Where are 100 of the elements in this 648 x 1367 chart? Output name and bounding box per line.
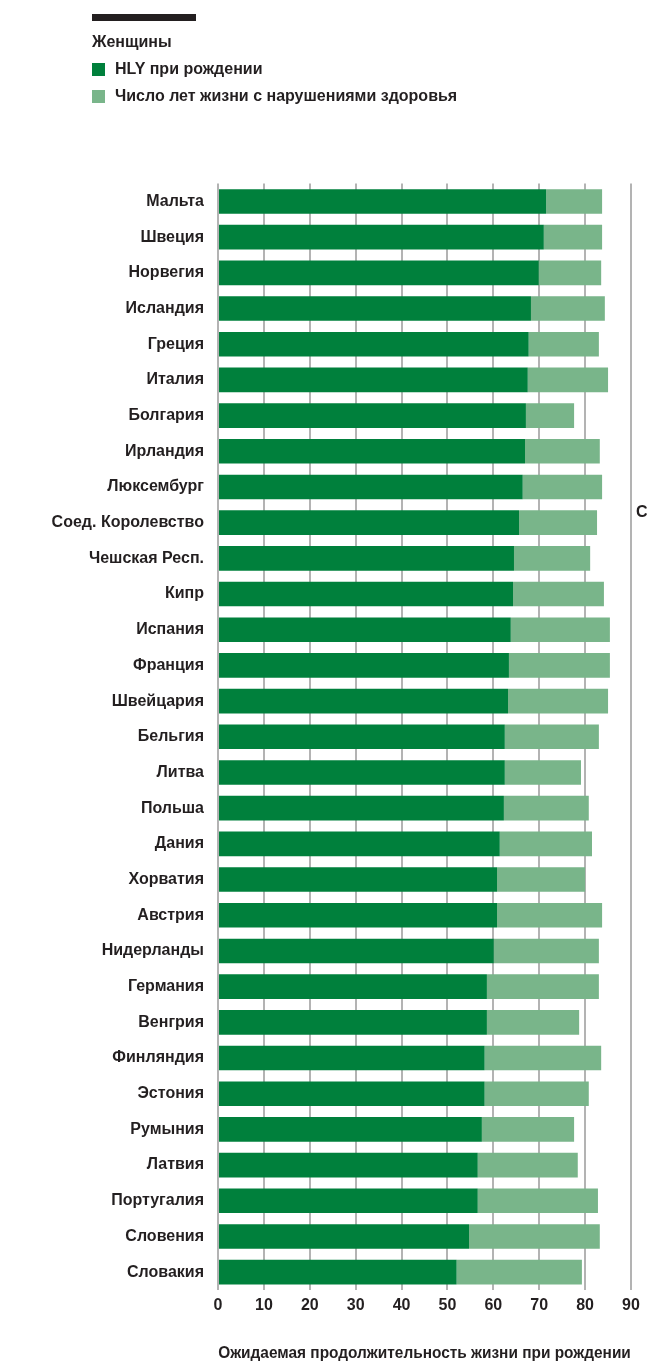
bar [503, 795, 589, 821]
bar [513, 581, 604, 607]
x-tick-label: 10 [254, 1296, 273, 1314]
y-tick-label: Италия [146, 370, 204, 388]
x-tick-label: 60 [484, 1296, 503, 1314]
y-tick-label: Дания [154, 834, 204, 852]
bar [219, 1045, 485, 1071]
bar [477, 1188, 598, 1214]
y-tick-label: Соед. Королевство [51, 513, 205, 531]
bar [497, 867, 586, 892]
y-tick-label: Латвия [146, 1155, 204, 1173]
bar [493, 938, 599, 964]
bar [219, 581, 514, 607]
y-tick-label: Литва [156, 762, 205, 780]
bar [486, 1010, 580, 1035]
y-tick-label: Чешская Респ. [88, 548, 204, 566]
x-tick-label: 30 [346, 1296, 365, 1314]
bar [481, 1117, 575, 1142]
bar [219, 224, 544, 250]
bar [219, 974, 487, 999]
y-tick-label: Венгрия [138, 1012, 204, 1030]
x-tick-label: 50 [438, 1296, 457, 1314]
bar [219, 867, 497, 892]
bar [525, 438, 600, 464]
y-tick-label: Швейцария [111, 691, 204, 709]
bar [219, 510, 520, 535]
bar [486, 974, 599, 999]
bar [508, 688, 609, 714]
bar [525, 403, 575, 428]
y-tick-label: Германия [127, 977, 204, 995]
bar [456, 1259, 582, 1285]
bar [530, 296, 605, 321]
bar [497, 902, 603, 928]
bar [219, 653, 509, 678]
bar [513, 546, 591, 571]
bar [469, 1224, 600, 1249]
bar [219, 760, 505, 785]
bar [219, 724, 505, 750]
bar [219, 1081, 485, 1107]
bar [219, 831, 500, 857]
bar [219, 795, 504, 821]
legend-label: Число лет жизни с нарушениями здоровья [115, 87, 458, 105]
bar [508, 653, 610, 678]
y-tick-label: Кипр [164, 584, 205, 602]
bar [499, 831, 592, 857]
bar [219, 617, 511, 643]
y-tick-label: Исландия [125, 298, 204, 316]
y-tick-label: Польша [140, 798, 205, 816]
y-tick-label: Финляндия [112, 1048, 204, 1066]
bar [522, 474, 603, 500]
bar [477, 1152, 578, 1178]
bar [527, 367, 609, 393]
bar [484, 1045, 602, 1071]
bar [546, 189, 603, 214]
bar [219, 331, 529, 357]
y-tick-label: Испания [136, 620, 204, 638]
bar [219, 688, 509, 714]
x-axis-title: Ожидаемая продолжительность жизни при рождении [218, 1343, 631, 1361]
y-tick-label: Хорватия [128, 869, 204, 887]
bar [484, 1081, 589, 1107]
bar [219, 189, 547, 214]
x-tick-label: 40 [392, 1296, 411, 1314]
bar [219, 1117, 482, 1142]
bar [219, 296, 531, 321]
y-tick-label: Словакия [127, 1262, 204, 1280]
y-tick-label: Ирландия [125, 441, 204, 459]
bar [519, 510, 598, 535]
bar [219, 367, 528, 393]
text: С [636, 503, 648, 521]
bar [504, 760, 581, 785]
bar [219, 474, 523, 500]
bar [219, 902, 497, 928]
bar [538, 260, 602, 286]
legend-label: HLY при рождении [115, 60, 263, 78]
bar [219, 938, 494, 964]
y-tick-label: Люксембург [107, 477, 205, 495]
y-tick-label: Мальта [146, 191, 205, 209]
x-tick-label: 20 [300, 1296, 319, 1314]
x-tick-label: 90 [622, 1296, 640, 1314]
legend-title: Женщины [92, 33, 173, 51]
y-tick-label: Румыния [130, 1119, 204, 1137]
y-tick-label: Эстония [137, 1084, 204, 1102]
bar [219, 546, 514, 571]
x-tick-label: 80 [576, 1296, 595, 1314]
y-tick-label: Болгария [128, 405, 204, 423]
y-tick-label: Швеция [140, 227, 204, 245]
bar [219, 438, 525, 464]
bar [510, 617, 610, 643]
y-tick-label: Австрия [137, 905, 204, 923]
bar [219, 1188, 478, 1214]
y-tick-label: Норвегия [128, 263, 204, 281]
x-tick-label: 70 [530, 1296, 549, 1314]
y-tick-label: Бельгия [137, 727, 204, 745]
bar [219, 403, 526, 428]
y-tick-label: Греция [147, 334, 204, 352]
bar [543, 224, 603, 250]
y-tick-label: Португалия [111, 1191, 204, 1209]
x-tick-label: 0 [213, 1296, 223, 1314]
bar [528, 331, 599, 357]
bar [219, 1010, 487, 1035]
